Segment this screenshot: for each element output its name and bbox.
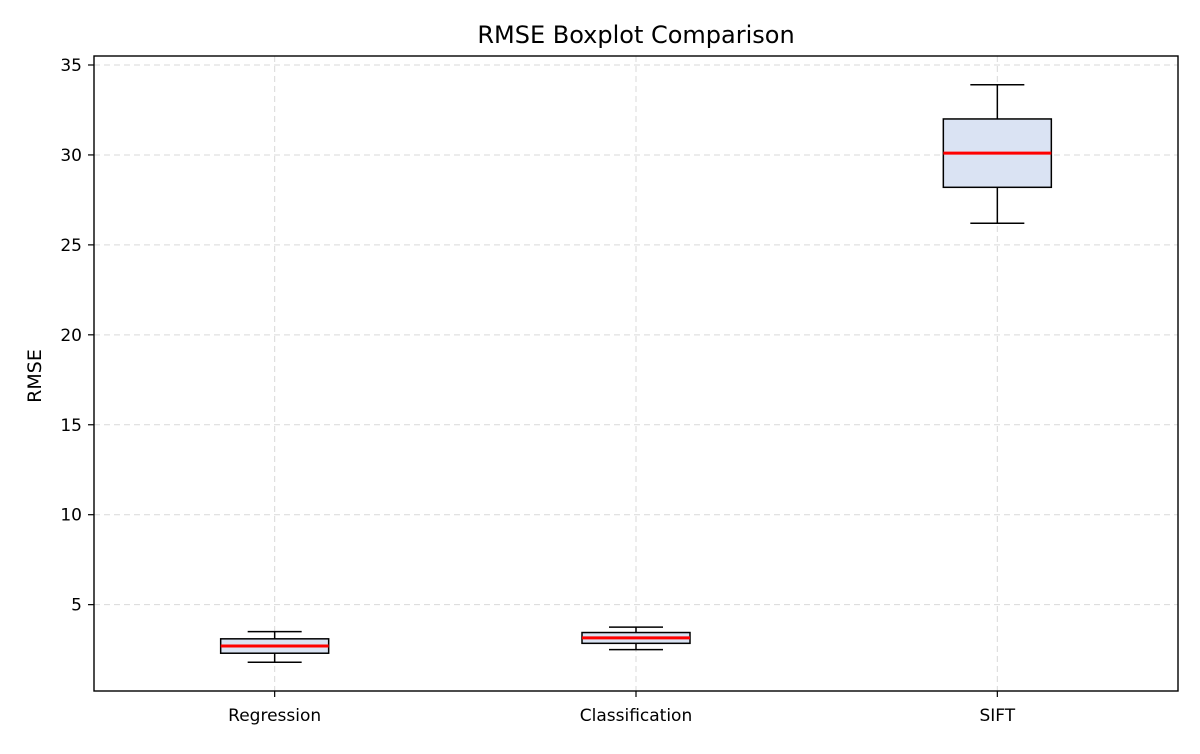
y-tick-label: 30 <box>60 146 82 166</box>
y-tick-label: 25 <box>60 236 82 256</box>
box-group <box>581 626 691 651</box>
y-tick-label: 10 <box>60 506 82 526</box>
y-tick-label: 35 <box>60 56 82 76</box>
box-group <box>219 630 330 663</box>
grid-layer <box>94 56 1178 691</box>
plot-frame <box>93 55 1179 692</box>
y-tick-label: 5 <box>71 596 82 616</box>
box-group <box>942 84 1053 225</box>
x-tick-label: SIFT <box>979 706 1015 726</box>
y-axis-label: RMSE <box>24 349 46 403</box>
x-tick-label: Classification <box>580 706 692 726</box>
x-tick-label: Regression <box>228 706 321 726</box>
axis-layer: 5 10 15 20 25 30 35 Regression Classification SIF… <box>60 55 1179 726</box>
y-tick-label: 20 <box>60 326 82 346</box>
box-layer <box>219 84 1053 663</box>
chart-title: RMSE Boxplot Comparison <box>477 21 794 49</box>
y-tick-label: 15 <box>60 416 82 436</box>
